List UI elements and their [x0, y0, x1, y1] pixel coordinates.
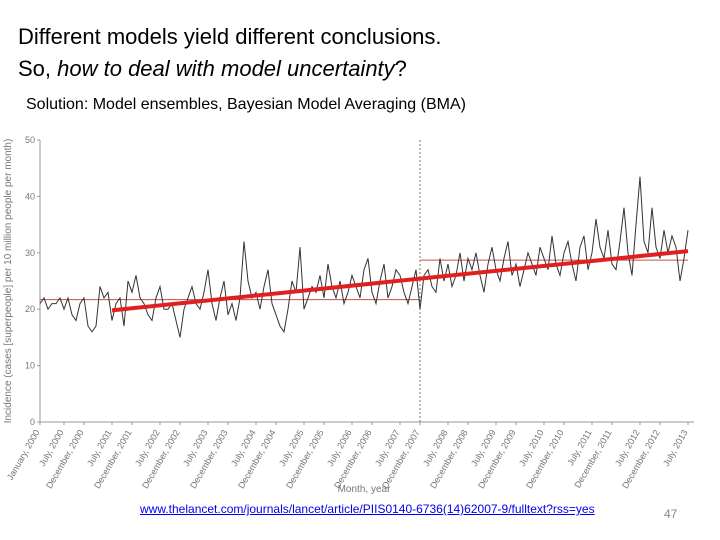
data-line: [39, 176, 689, 338]
title-line: Different models yield different conclus…: [18, 24, 442, 49]
title-line: So, how to deal with model uncertainty?: [18, 56, 407, 82]
title-part: So,: [18, 56, 58, 81]
page-number: 47: [664, 507, 678, 521]
y-tick-label: 20: [25, 304, 35, 314]
y-tick-label: 50: [25, 135, 35, 145]
y-tick-label: 40: [25, 191, 35, 201]
subtitle: Solution: Model ensembles, Bayesian Mode…: [26, 96, 466, 113]
x-axis-label: Month, year: [338, 484, 391, 495]
trend-line: [111, 249, 689, 313]
y-tick-label: 0: [30, 417, 35, 427]
title-part: ?: [394, 56, 407, 81]
x-tick-label: January, 2000: [5, 428, 42, 482]
source-link[interactable]: www.thelancet.com/journals/lancet/articl…: [140, 502, 595, 516]
title-part: how to deal with model uncertainty: [57, 56, 395, 81]
y-tick-label: 10: [25, 361, 35, 371]
y-tick-label: 30: [25, 248, 35, 258]
x-tick-label: July, 2013: [661, 428, 690, 468]
y-axis-label: Incidence (cases [superpeople] per 10 mi…: [3, 139, 14, 424]
